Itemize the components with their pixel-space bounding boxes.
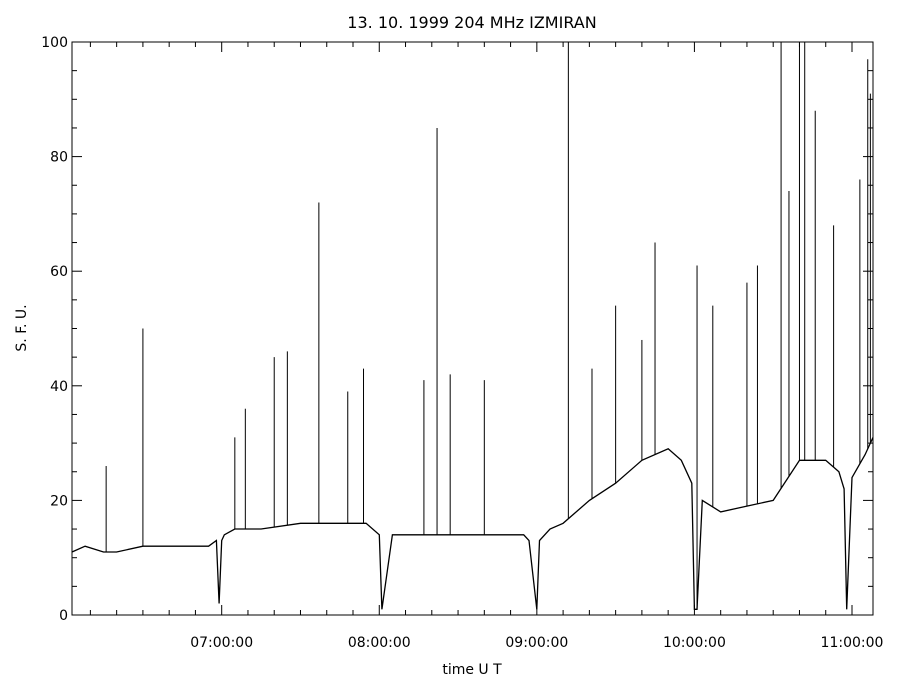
y-tick-label: 40 xyxy=(50,379,68,395)
x-tick-label: 10:00:00 xyxy=(663,635,726,651)
x-axis-label: time U T xyxy=(442,662,502,678)
series-line xyxy=(71,437,874,610)
x-tick-label: 07:00:00 xyxy=(190,635,253,651)
y-axis-label: S. F. U. xyxy=(14,304,30,351)
plot-frame xyxy=(71,41,874,616)
x-tick-label: 08:00:00 xyxy=(348,635,411,651)
y-tick-label: 80 xyxy=(50,150,68,166)
y-tick-label: 0 xyxy=(59,608,68,624)
axis-tick-labels: 0 20 40 60 80 100 07:00:00 08:00:00 09:00:00 10:0… xyxy=(41,35,883,651)
series-layer xyxy=(71,42,874,610)
y-tick-label: 100 xyxy=(41,35,68,51)
y-tick-label: 60 xyxy=(50,264,68,280)
chart-title: 13. 10. 1999 204 MHz IZMIRAN xyxy=(347,13,596,32)
y-tick-label: 20 xyxy=(50,493,68,509)
x-tick-label: 11:00:00 xyxy=(821,635,884,651)
axis-ticks xyxy=(72,41,873,616)
x-tick-label: 09:00:00 xyxy=(505,635,568,651)
